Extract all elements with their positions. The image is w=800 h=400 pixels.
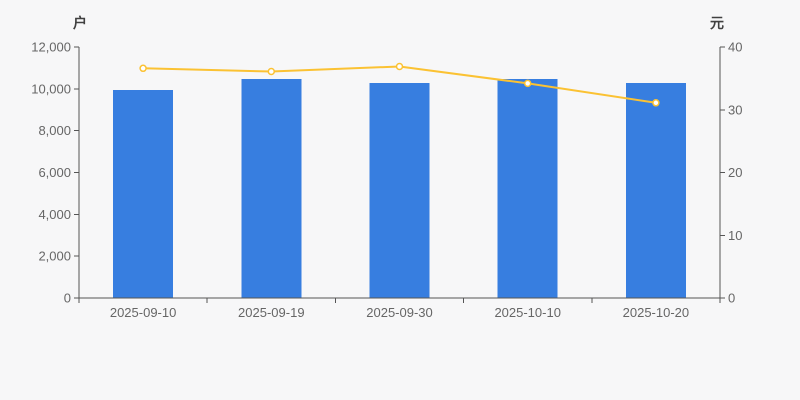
left-axis-tick-label: 8,000 [38, 123, 71, 138]
right-axis-title: 元 [710, 15, 724, 31]
left-axis-tick-label: 6,000 [38, 165, 71, 180]
left-axis-tick-label: 0 [64, 291, 71, 306]
left-axis-tick-label: 12,000 [31, 40, 71, 55]
line-point-2025-10-10[interactable] [523, 79, 532, 88]
x-axis-label-2025-10-10: 2025-10-10 [494, 305, 561, 320]
x-axis-label-2025-10-20: 2025-10-20 [623, 305, 690, 320]
bar-2025-09-10[interactable] [113, 89, 174, 299]
left-axis-title: 户 [73, 15, 87, 31]
line-point-2025-09-19[interactable] [267, 67, 276, 76]
plot-area: 0 2,000 4,000 6,000 8,000 10,000 12,000 0 10 20 30… [31, 40, 742, 321]
left-axis-tick-label: 10,000 [31, 81, 71, 96]
left-axis-tick-label: 4,000 [38, 207, 71, 222]
right-axis-tick-label: 10 [728, 228, 742, 243]
right-axis-tick-label: 40 [728, 40, 742, 55]
x-axis-label-2025-09-10: 2025-09-10 [110, 305, 177, 320]
left-axis-tick-label: 2,000 [38, 249, 71, 264]
right-axis-tick-label: 0 [728, 291, 735, 306]
right-axis-tick-label: 20 [728, 165, 742, 180]
bar-2025-09-19[interactable] [241, 78, 302, 298]
right-axis-tick-label: 30 [728, 102, 742, 117]
x-axis-label-2025-09-30: 2025-09-30 [366, 305, 433, 320]
bar-2025-10-10[interactable] [497, 78, 558, 298]
line-point-2025-09-10[interactable] [139, 64, 147, 73]
line-point-2025-10-20[interactable] [652, 99, 660, 107]
x-axis-label-2025-09-19: 2025-09-19 [238, 305, 305, 320]
bar-2025-10-20[interactable] [625, 83, 686, 298]
bar-2025-09-30[interactable] [369, 83, 430, 298]
line-point-2025-09-30[interactable] [395, 62, 404, 71]
